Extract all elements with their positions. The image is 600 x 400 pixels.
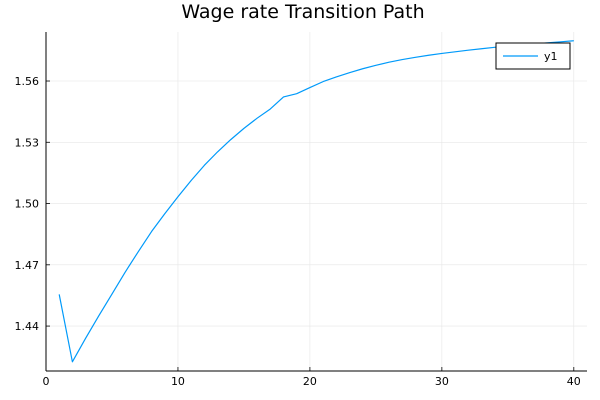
y-tick-label: 1.47 [15,259,40,272]
x-tick-label: 10 [171,375,185,388]
x-tick-label: 30 [435,375,449,388]
y-tick-label: 1.50 [15,198,40,211]
gridlines [45,32,587,371]
axis-ticks: 0 10 20 30 40 1.44 1.47 1.50 1.53 1.56 [15,75,581,388]
series-line-y1 [58,40,574,363]
y-tick-label: 1.56 [15,75,40,88]
y-tick-label: 1.53 [15,136,40,149]
series-layer [58,40,574,363]
legend: y1 [495,42,571,70]
x-tick-label: 40 [567,375,581,388]
x-tick-label: 20 [303,375,317,388]
chart-title: Wage rate Transition Path [181,1,424,23]
y-tick-label: 1.44 [15,320,40,333]
x-tick-label: 0 [43,375,50,388]
legend-label-y1: y1 [544,50,558,63]
